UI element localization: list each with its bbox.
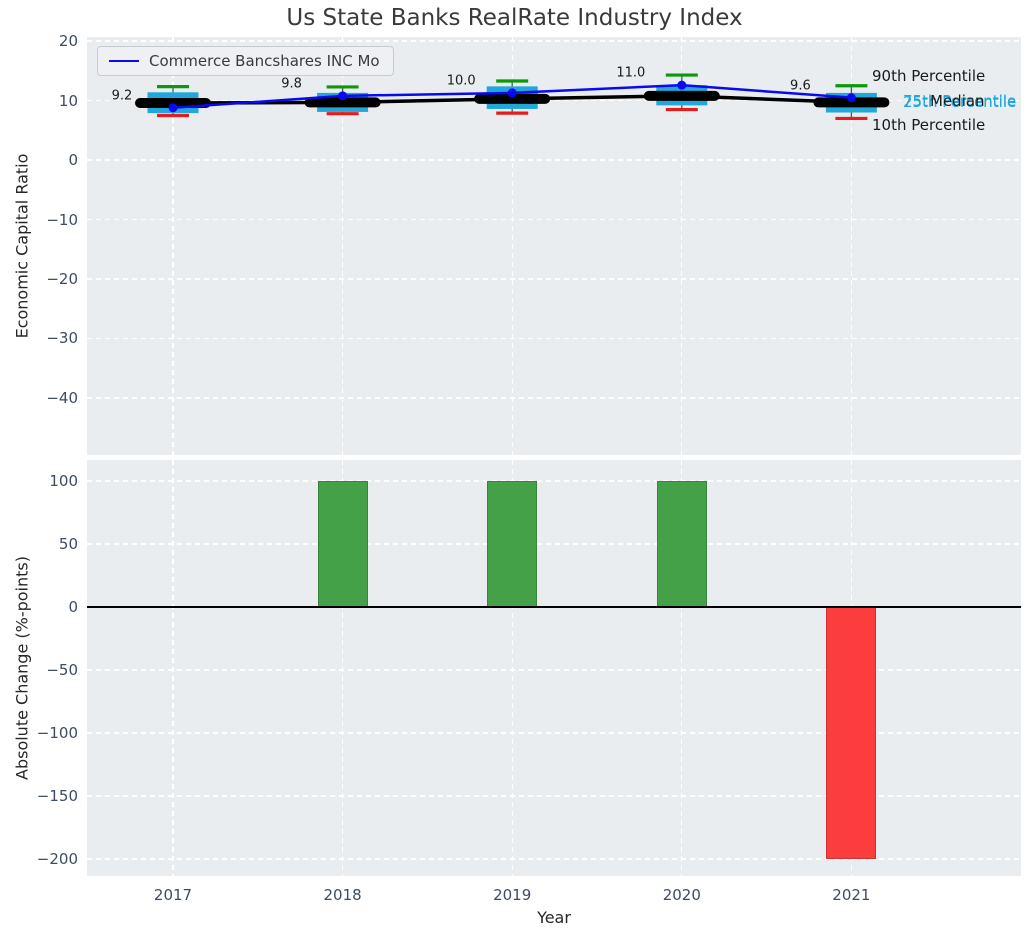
median-marker-2018 bbox=[304, 97, 381, 108]
value-annotation-2017: 9.2 bbox=[111, 88, 133, 104]
y-tick-label: −20 bbox=[46, 270, 78, 288]
y-tick-label: −10 bbox=[46, 210, 78, 229]
gridline-v bbox=[511, 37, 513, 455]
median-marker-2019 bbox=[474, 93, 551, 104]
bar-2021 bbox=[826, 607, 877, 859]
top-panel-plot bbox=[135, 73, 890, 121]
x-tick-label: 2021 bbox=[832, 886, 871, 904]
gridline-h bbox=[87, 159, 1021, 161]
gridline-v bbox=[172, 37, 174, 455]
gridline-v bbox=[172, 460, 174, 876]
company-point-2019 bbox=[507, 88, 517, 98]
gridline-h bbox=[87, 543, 1021, 545]
top-y-axis-label: Economic Capital Ratio bbox=[12, 153, 32, 339]
x-tick-label: 2017 bbox=[153, 886, 193, 904]
y-tick-label: −100 bbox=[36, 724, 78, 742]
bottom-panel-absolute-change bbox=[87, 460, 1021, 876]
y-tick-label: −200 bbox=[36, 849, 78, 868]
median-marker-2020 bbox=[643, 90, 720, 101]
bar-2020 bbox=[656, 481, 707, 607]
legend-label: Commerce Bancshares INC Mo bbox=[149, 52, 380, 70]
chart-title: Us State Banks RealRate Industry Index bbox=[286, 5, 743, 31]
legend: Commerce Bancshares INC Mo bbox=[97, 46, 394, 76]
value-annotation-2018: 9.8 bbox=[281, 76, 302, 92]
gridline-h bbox=[87, 278, 1021, 280]
label-median: Median bbox=[930, 92, 985, 110]
gridline-h bbox=[87, 397, 1021, 399]
gridline-h bbox=[87, 858, 1021, 860]
y-tick-label: 50 bbox=[58, 535, 78, 554]
bar-2018 bbox=[317, 481, 368, 607]
label-25th-percentile: 25th Percentile bbox=[903, 92, 1017, 111]
value-annotation-2020: 11.0 bbox=[616, 65, 646, 81]
y-tick-label: −40 bbox=[46, 388, 78, 407]
x-tick-label: 2020 bbox=[662, 886, 701, 904]
gridline-h bbox=[87, 40, 1021, 42]
gridline-h bbox=[87, 480, 1021, 482]
x-axis-label: Year bbox=[537, 908, 571, 927]
gridline-h bbox=[87, 669, 1021, 671]
label-75th-percentile: 75th Percentile bbox=[903, 91, 1017, 110]
y-tick-label: −30 bbox=[46, 329, 78, 348]
gridline-h bbox=[87, 337, 1021, 340]
x-tick-label: 2018 bbox=[323, 886, 362, 904]
median-marker-2021 bbox=[813, 97, 890, 108]
value-annotation-2019: 10.0 bbox=[446, 73, 476, 89]
value-annotation-2021: 9.6 bbox=[790, 78, 811, 94]
zero-baseline bbox=[87, 606, 1021, 608]
y-tick-label: 20 bbox=[58, 32, 78, 51]
gridline-h bbox=[87, 218, 1021, 221]
company-point-2018 bbox=[338, 91, 348, 101]
gridline-v bbox=[850, 37, 853, 455]
company-point-2021 bbox=[846, 93, 856, 103]
y-tick-label: −50 bbox=[46, 661, 78, 680]
label-90th-percentile: 90th Percentile bbox=[872, 67, 986, 85]
gridline-v bbox=[511, 460, 513, 876]
company-point-2017 bbox=[168, 103, 178, 113]
gridline-v bbox=[341, 460, 344, 876]
y-tick-label: 10 bbox=[58, 91, 78, 110]
y-tick-label: 100 bbox=[49, 472, 78, 491]
gridline-v bbox=[341, 37, 344, 455]
y-tick-label: 0 bbox=[68, 151, 78, 170]
company-point-2020 bbox=[677, 80, 687, 90]
gridline-v bbox=[681, 460, 683, 876]
y-tick-label: 0 bbox=[68, 598, 78, 617]
legend-line-sample bbox=[109, 60, 139, 62]
top-panel-economic-capital-ratio: Commerce Bancshares INC Mo 90th Percenti… bbox=[87, 37, 1021, 455]
bar-2019 bbox=[487, 481, 538, 607]
y-tick-label: −150 bbox=[36, 787, 78, 805]
label-10th-percentile: 10th Percentile bbox=[872, 116, 986, 134]
x-tick-label: 2019 bbox=[493, 886, 532, 904]
gridline-h bbox=[87, 795, 1021, 797]
gridline-v bbox=[681, 37, 683, 455]
gridline-h bbox=[87, 99, 1021, 102]
gridline-h bbox=[87, 732, 1021, 734]
